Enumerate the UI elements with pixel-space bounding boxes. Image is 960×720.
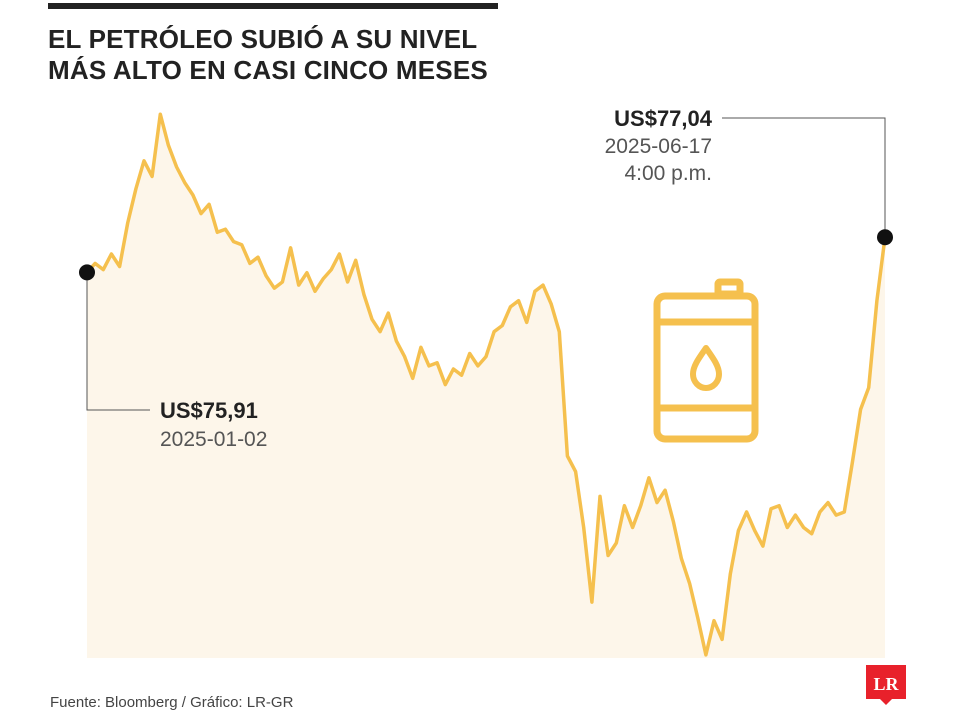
start-value-label: US$75,91 xyxy=(160,398,258,423)
start-date-label: 2025-01-02 xyxy=(160,428,267,451)
end-date-label: 2025-06-17 xyxy=(605,135,712,158)
lr-logo: LR xyxy=(866,665,906,705)
price-line xyxy=(85,112,887,657)
top-rule xyxy=(48,3,498,9)
title-line-2: MÁS ALTO EN CASI CINCO MESES xyxy=(48,55,488,85)
oil-barrel-icon xyxy=(653,278,759,443)
chart-title: EL PETRÓLEO SUBIÓ A SU NIVEL MÁS ALTO EN… xyxy=(48,24,568,86)
end-time-label: 4:00 p.m. xyxy=(624,162,712,185)
start-leader-line xyxy=(86,272,150,411)
price-area xyxy=(87,114,885,658)
end-point xyxy=(877,229,893,246)
source-footer: Fuente: Bloomberg / Gráfico: LR-GR xyxy=(50,694,294,711)
logo-text: LR xyxy=(873,674,899,694)
end-leader-line xyxy=(722,117,886,238)
start-point xyxy=(79,264,95,281)
title-line-1: EL PETRÓLEO SUBIÓ A SU NIVEL xyxy=(48,24,478,54)
end-value-label: US$77,04 xyxy=(614,106,713,131)
